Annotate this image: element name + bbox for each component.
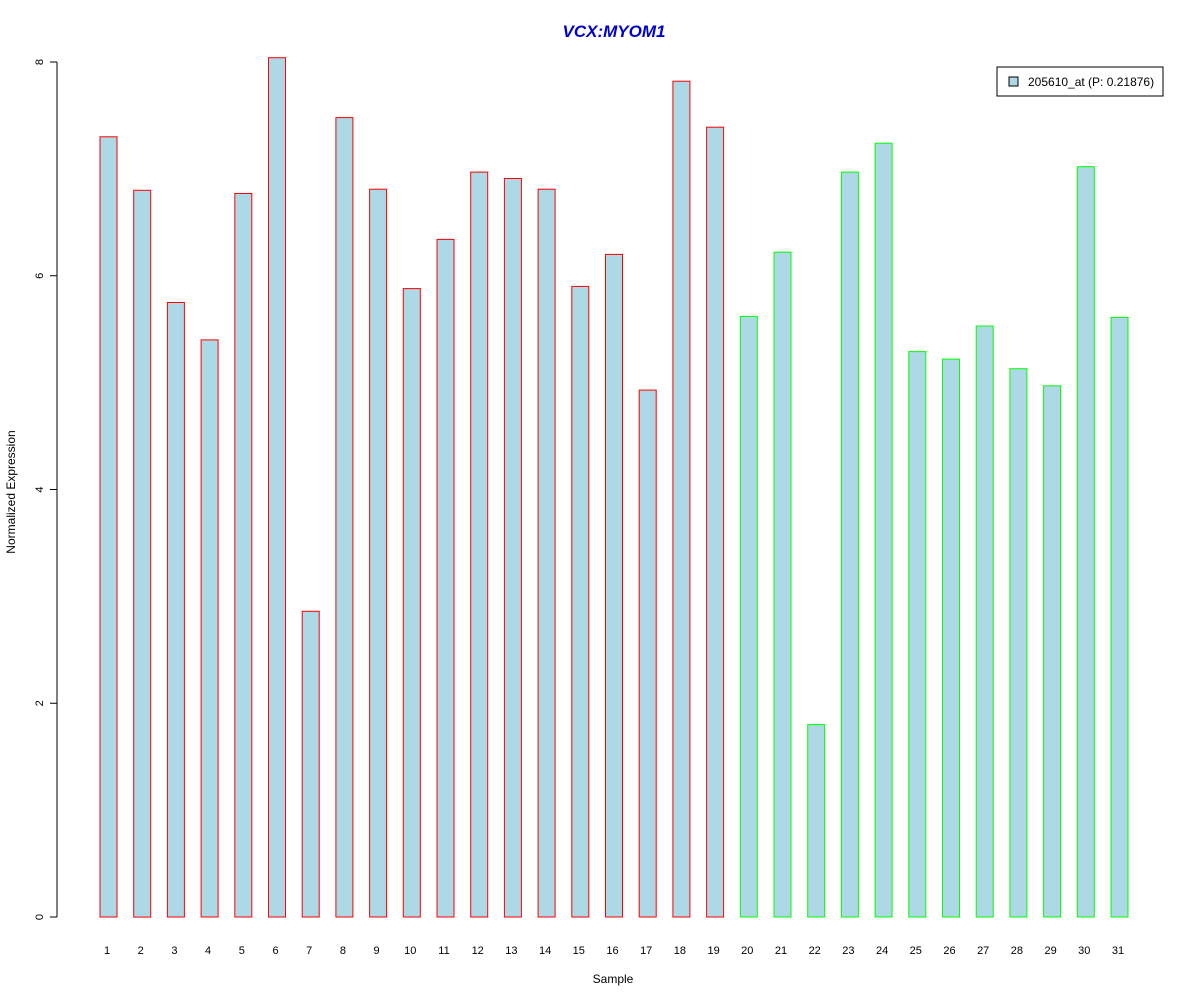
bar-sample-17	[638, 389, 657, 918]
legend-box	[996, 66, 1164, 97]
x-tick-label: 31	[1112, 945, 1124, 957]
legend-swatch	[1008, 76, 1019, 87]
y-tick-label: 6	[34, 273, 46, 279]
bar-sample-11	[436, 238, 455, 918]
bar-sample-9	[369, 188, 388, 918]
bar-sample-22	[807, 724, 826, 918]
bar-sample-13	[503, 178, 522, 918]
bar-sample-25	[908, 351, 927, 918]
x-tick-label: 20	[741, 945, 753, 957]
x-tick-label: 23	[842, 945, 854, 957]
bar-sample-16	[605, 253, 623, 918]
x-tick-label: 1	[104, 945, 110, 957]
bar-sample-19	[706, 126, 725, 918]
bar-sample-10	[402, 288, 421, 918]
bar-sample-14	[537, 188, 556, 918]
x-tick-label: 15	[573, 945, 585, 957]
bar-sample-7	[301, 610, 320, 918]
y-axis: 0 2 4 6 8	[34, 59, 58, 920]
bar-sample-27	[975, 325, 994, 918]
bar-sample-12	[470, 171, 489, 918]
x-tick-label: 26	[943, 945, 955, 957]
bar-sample-1	[99, 136, 118, 918]
bar-sample-31	[1110, 316, 1129, 918]
x-tick-label: 3	[171, 945, 177, 957]
bar-sample-29	[1043, 385, 1062, 918]
x-tick-label: 19	[707, 945, 719, 957]
bar-sample-20	[739, 315, 758, 918]
x-tick-label: 22	[809, 945, 821, 957]
x-tick-label: 13	[505, 945, 517, 957]
bar-sample-4	[200, 339, 219, 918]
x-tick-label: 10	[404, 945, 416, 957]
bar-sample-28	[1009, 368, 1028, 918]
bar-sample-26	[942, 358, 960, 918]
x-tick-label: 24	[876, 945, 888, 957]
legend-label: 205610_at (P: 0.21876)	[1028, 75, 1154, 89]
x-tick-label: 11	[438, 945, 449, 957]
y-axis-label: Normalized Expression	[4, 430, 18, 553]
y-tick-label: 0	[34, 914, 46, 920]
bar-sample-5	[234, 193, 253, 918]
x-tick-label: 16	[606, 945, 618, 957]
x-axis-label: Sample	[593, 972, 634, 986]
x-tick-label: 2	[138, 945, 144, 957]
x-tick-label: 21	[775, 945, 787, 957]
bar-sample-30	[1076, 166, 1095, 918]
x-tick-label: 8	[340, 945, 346, 957]
bar-sample-18	[672, 80, 691, 918]
bar-sample-8	[335, 117, 354, 918]
x-tick-label: 5	[239, 945, 245, 957]
x-tick-label: 7	[306, 945, 312, 957]
x-tick-label: 30	[1078, 945, 1090, 957]
chart-title: VCX:MYOM1	[563, 22, 666, 41]
bars	[99, 57, 1129, 918]
y-tick-label: 4	[34, 486, 46, 492]
x-tick-label: 9	[374, 945, 380, 957]
x-tick-label: 12	[472, 945, 484, 957]
y-tick-label: 8	[34, 59, 46, 65]
bar-sample-21	[773, 251, 792, 918]
x-tick-labels: 1 2 3 4 5 6 7 8 9 10 11 12 13 14 15 16 17 18 19 20 21 22 23 24 2…	[104, 945, 1124, 957]
bar-sample-6	[268, 57, 286, 918]
bar-sample-3	[166, 302, 185, 918]
x-tick-label: 14	[539, 945, 551, 957]
x-tick-label: 6	[272, 945, 278, 957]
bar-sample-24	[874, 142, 893, 918]
x-tick-label: 27	[977, 945, 989, 957]
bar-sample-23	[840, 171, 859, 918]
bar-sample-2	[133, 189, 152, 918]
x-tick-label: 4	[205, 945, 211, 957]
x-tick-label: 25	[910, 945, 922, 957]
legend: 205610_at (P: 0.21876)	[996, 66, 1164, 97]
x-tick-label: 18	[674, 945, 686, 957]
x-tick-label: 29	[1044, 945, 1056, 957]
x-tick-label: 28	[1011, 945, 1023, 957]
bar-sample-15	[571, 285, 590, 918]
x-tick-label: 17	[640, 945, 652, 957]
y-tick-label: 2	[34, 700, 46, 706]
